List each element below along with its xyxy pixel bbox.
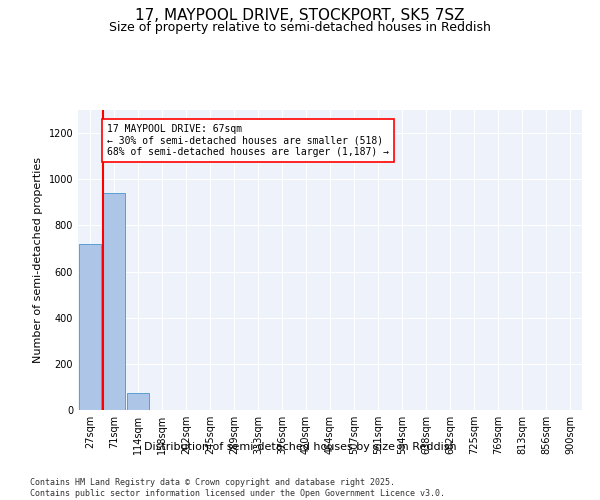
Text: 17 MAYPOOL DRIVE: 67sqm
← 30% of semi-detached houses are smaller (518)
68% of s: 17 MAYPOOL DRIVE: 67sqm ← 30% of semi-de… [107,124,389,157]
Text: Size of property relative to semi-detached houses in Reddish: Size of property relative to semi-detach… [109,21,491,34]
Y-axis label: Number of semi-detached properties: Number of semi-detached properties [33,157,43,363]
Bar [127,392,149,410]
Text: 17, MAYPOOL DRIVE, STOCKPORT, SK5 7SZ: 17, MAYPOOL DRIVE, STOCKPORT, SK5 7SZ [135,8,465,22]
Text: Contains HM Land Registry data © Crown copyright and database right 2025.
Contai: Contains HM Land Registry data © Crown c… [30,478,445,498]
Text: Distribution of semi-detached houses by size in Reddish: Distribution of semi-detached houses by … [143,442,457,452]
Bar [79,244,101,410]
Bar [103,193,125,410]
